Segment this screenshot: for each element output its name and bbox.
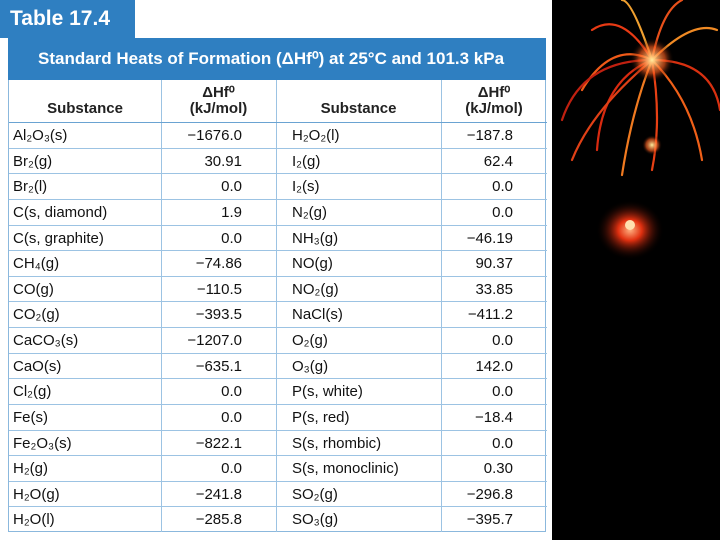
enthalpy-value: 0.0 [492, 178, 513, 196]
row-rule [9, 250, 547, 252]
row-rule [9, 327, 547, 328]
substance: NH₃(g) [292, 229, 339, 247]
enthalpy-value: 142.0 [475, 357, 513, 375]
fireworks [560, 0, 720, 260]
substance: H₂O(l) [13, 511, 55, 529]
decoration-panel [552, 0, 720, 540]
enthalpy-value: −393.5 [195, 306, 242, 324]
column-header: Substance [320, 100, 397, 117]
substance: N₂(g) [292, 203, 327, 221]
row-rule [9, 403, 547, 405]
substance: C(s, graphite) [13, 229, 104, 247]
row-rule [9, 173, 547, 175]
enthalpy-value: −187.8 [466, 127, 513, 144]
enthalpy-value: −46.19 [466, 229, 513, 247]
substance: Al₂O₃(s) [13, 127, 68, 144]
table: Substance ΔHf⁰ (kJ/mol) Substance ΔHf⁰ (kJ/mo… [8, 80, 547, 532]
substance: O₃(g) [292, 357, 329, 375]
enthalpy-value: 0.0 [492, 383, 513, 401]
column-rule [276, 80, 277, 532]
substance: CO₂(g) [13, 306, 60, 324]
column-header: ΔHf⁰ [477, 84, 511, 101]
enthalpy-value: 62.4 [483, 152, 513, 170]
row-rule [9, 378, 547, 380]
substance: I₂(g) [292, 152, 321, 170]
enthalpy-value: 30.91 [204, 152, 242, 170]
substance: S(s, rhombic) [292, 434, 382, 452]
header-rule [9, 122, 547, 123]
row-rule [9, 301, 547, 303]
row-rule [9, 224, 547, 226]
enthalpy-value: −1207.0 [187, 332, 242, 349]
table-title: Standard Heats of Formation (ΔHf⁰) at 25… [8, 38, 546, 80]
substance: Fe(s) [13, 408, 48, 426]
substance: Br₂(g) [13, 152, 53, 170]
substance: H₂(g) [13, 460, 48, 478]
substance: CO(g) [13, 280, 54, 298]
enthalpy-value: 1.9 [221, 203, 242, 221]
row-rule [9, 147, 547, 149]
column-rule [161, 80, 162, 532]
substance: NaCl(s) [292, 306, 343, 324]
substance: NO₂(g) [292, 280, 339, 298]
column-header: Substance [47, 100, 123, 117]
row-rule [9, 480, 547, 482]
enthalpy-value: −1676.0 [187, 127, 242, 144]
enthalpy-value: 0.0 [492, 434, 513, 452]
substance: Fe₂O₃(s) [13, 434, 72, 452]
enthalpy-value: 90.37 [475, 255, 513, 273]
row-rule [9, 429, 547, 431]
substance: I₂(s) [292, 178, 320, 196]
substance: CH₄(g) [13, 255, 60, 273]
row-rule [9, 455, 547, 457]
enthalpy-value: −285.8 [195, 511, 242, 529]
enthalpy-value: 0.0 [492, 203, 513, 221]
substance: C(s, diamond) [13, 203, 108, 221]
enthalpy-value: 33.85 [475, 280, 513, 298]
substance: CaO(s) [13, 357, 62, 375]
enthalpy-value: 0.0 [221, 383, 242, 401]
enthalpy-value: 0.30 [483, 460, 513, 478]
row-rule [9, 352, 547, 354]
enthalpy-value: 0.0 [221, 408, 242, 426]
substance: CaCO₃(s) [13, 332, 79, 349]
substance: H₂O₂(l) [292, 127, 340, 144]
enthalpy-value: −74.86 [195, 255, 242, 273]
substance: P(s, red) [292, 408, 350, 426]
enthalpy-value: −411.2 [467, 306, 513, 324]
substance: S(s, monoclinic) [292, 460, 399, 478]
enthalpy-value: −241.8 [195, 485, 242, 503]
column-unit: (kJ/mol) [189, 100, 248, 117]
enthalpy-value: 0.0 [221, 460, 242, 478]
column-rule [441, 80, 442, 532]
enthalpy-value: 0.0 [221, 229, 242, 247]
substance: Cl₂(g) [13, 383, 52, 401]
row-rule [9, 198, 547, 200]
enthalpy-value: −395.7 [466, 511, 513, 529]
substance: O₂(g) [292, 332, 328, 349]
substance: H₂O(g) [13, 485, 60, 503]
substance: SO₂(g) [292, 485, 338, 503]
substance: SO₃(g) [292, 511, 339, 529]
substance: NO(g) [292, 255, 333, 273]
column-header: ΔHf⁰ [202, 84, 235, 101]
enthalpy-value: −18.4 [475, 408, 513, 426]
substance: Br₂(l) [13, 178, 48, 196]
enthalpy-value: −296.8 [466, 485, 513, 503]
enthalpy-value: −822.1 [195, 434, 242, 452]
row-rule [9, 506, 547, 508]
substance: P(s, white) [292, 383, 363, 401]
table-label: Table 17.4 [0, 0, 135, 38]
row-rule [9, 275, 547, 277]
enthalpy-value: −635.1 [195, 357, 242, 375]
column-unit: (kJ/mol) [465, 100, 523, 117]
enthalpy-value: −110.5 [196, 280, 242, 298]
enthalpy-value: 0.0 [221, 178, 242, 196]
enthalpy-value: 0.0 [492, 332, 513, 349]
